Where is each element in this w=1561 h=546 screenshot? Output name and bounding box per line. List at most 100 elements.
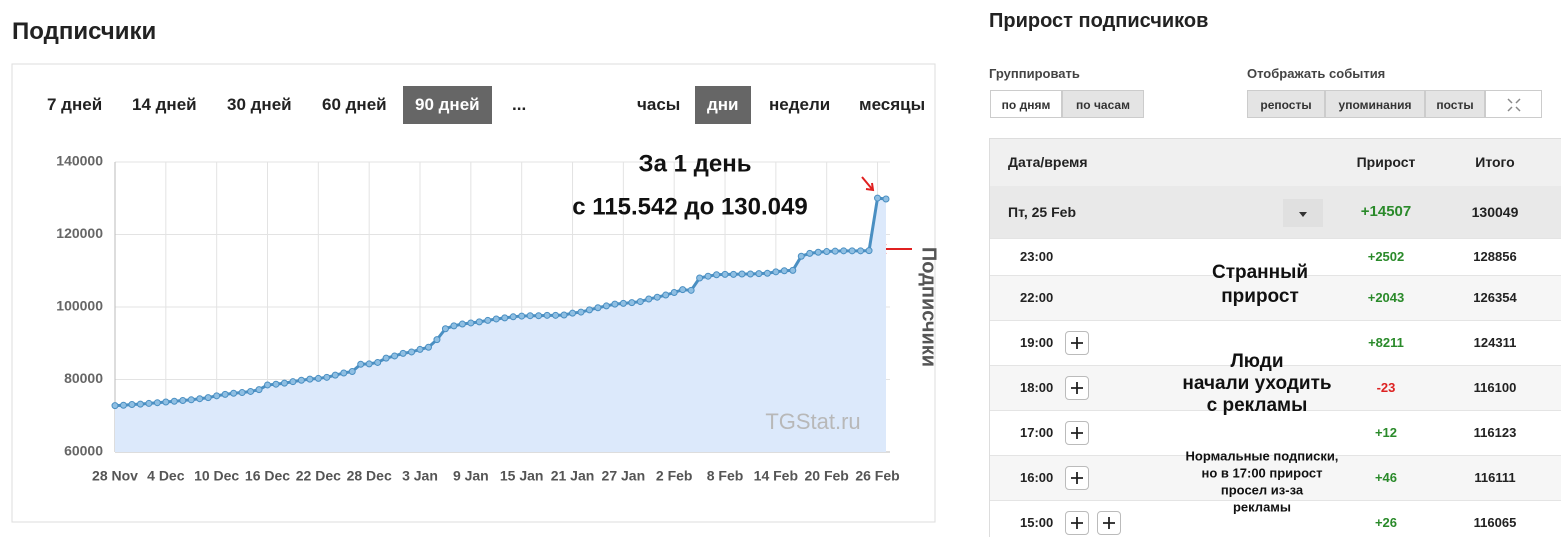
- expand-button[interactable]: [1065, 465, 1089, 490]
- point: [797, 252, 805, 260]
- expand-button[interactable]: [1065, 510, 1089, 535]
- row-delta: +46: [1374, 469, 1398, 485]
- point: [628, 299, 636, 307]
- point: [535, 312, 543, 320]
- point: [806, 249, 814, 257]
- x-tick-label: 2 Feb: [656, 468, 693, 484]
- point: [348, 368, 356, 376]
- group-total: 130049: [1471, 204, 1519, 220]
- point: [713, 271, 721, 279]
- row-time: 15:00: [1020, 514, 1054, 530]
- point: [704, 272, 712, 280]
- x-tick-label: 20 Feb: [805, 468, 849, 484]
- point: [331, 371, 339, 379]
- row-time: 19:00: [1020, 334, 1054, 350]
- period-button[interactable]: 90 дней: [403, 86, 492, 124]
- point: [611, 300, 619, 308]
- annotation: с 115.542 до 130.049: [572, 193, 807, 220]
- point: [119, 401, 127, 409]
- y-tick-label: 80000: [64, 370, 103, 386]
- point: [594, 304, 602, 312]
- event-button[interactable]: посты: [1425, 90, 1485, 118]
- group-delta: +14507: [1360, 203, 1412, 220]
- point: [602, 302, 610, 310]
- granularity-button[interactable]: часы: [637, 95, 681, 114]
- point: [365, 360, 373, 368]
- point: [509, 313, 517, 321]
- point: [721, 270, 729, 278]
- granularity-button[interactable]: дни: [695, 86, 751, 124]
- period-button[interactable]: 60 дней: [322, 95, 387, 114]
- x-tick-label: 14 Feb: [754, 468, 798, 484]
- point: [458, 320, 466, 328]
- column-header: Дата/время: [1008, 154, 1088, 170]
- point: [696, 274, 704, 282]
- point: [729, 270, 737, 278]
- plus-icon: [1071, 336, 1083, 349]
- point: [569, 309, 577, 317]
- period-button[interactable]: 30 дней: [227, 95, 292, 114]
- point: [492, 315, 500, 323]
- table-row: [989, 238, 1561, 276]
- table-border: [989, 138, 990, 537]
- point: [238, 389, 246, 397]
- watermark: TGStat.ru: [765, 409, 860, 434]
- point: [653, 293, 661, 301]
- event-button[interactable]: упоминания: [1325, 90, 1425, 118]
- collapse-icon[interactable]: [1485, 90, 1542, 118]
- dropdown[interactable]: [1283, 199, 1323, 227]
- expand-button[interactable]: [1065, 375, 1089, 400]
- plus-icon: [1071, 381, 1083, 394]
- group-button[interactable]: по дням: [990, 90, 1062, 118]
- granularity-button[interactable]: месяцы: [859, 95, 926, 114]
- point: [874, 194, 882, 202]
- granularity-button[interactable]: недели: [769, 95, 831, 114]
- point: [619, 299, 627, 307]
- row-total: 116100: [1473, 379, 1517, 395]
- row-delta: +12: [1374, 424, 1398, 440]
- point: [526, 312, 534, 320]
- point: [196, 395, 204, 403]
- x-tick-label: 10 Dec: [194, 468, 239, 484]
- events-label: Отображать события: [1247, 66, 1386, 81]
- point: [450, 322, 458, 330]
- area: [115, 198, 886, 452]
- icon: [1299, 212, 1307, 217]
- x-tick-label: 21 Jan: [551, 468, 595, 484]
- point: [636, 298, 644, 306]
- row-total: 116123: [1473, 424, 1517, 440]
- point: [738, 270, 746, 278]
- point: [221, 390, 229, 398]
- column-header: Прирост: [1356, 154, 1416, 170]
- x-tick-label: 26 Feb: [855, 468, 899, 484]
- group-button[interactable]: по часам: [1062, 90, 1144, 118]
- period-button[interactable]: 14 дней: [132, 95, 197, 114]
- point: [763, 269, 771, 277]
- arrow: [861, 176, 875, 192]
- expand-button[interactable]: [1065, 330, 1089, 355]
- point: [865, 247, 873, 255]
- x-tick-label: 8 Feb: [707, 468, 744, 484]
- point: [662, 291, 670, 299]
- expand-button[interactable]: [1065, 420, 1089, 445]
- point: [746, 270, 754, 278]
- point: [645, 295, 653, 303]
- period-button[interactable]: ...: [512, 95, 527, 114]
- point: [475, 318, 483, 326]
- event-button[interactable]: репосты: [1247, 90, 1325, 118]
- row-total: 126354: [1473, 289, 1517, 305]
- expand-button[interactable]: [1097, 510, 1121, 535]
- column-header: Итого: [1475, 154, 1515, 170]
- point: [484, 316, 492, 324]
- row-delta: +2043: [1367, 289, 1405, 305]
- table-header: [989, 138, 1561, 187]
- period-button[interactable]: 7 дней: [47, 95, 103, 114]
- group-row[interactable]: [989, 186, 1561, 238]
- row-delta: -23: [1376, 379, 1396, 395]
- point: [780, 267, 788, 275]
- point: [543, 311, 551, 319]
- plus-icon: [1071, 471, 1083, 484]
- x-tick-label: 4 Dec: [147, 468, 185, 484]
- point: [755, 270, 763, 278]
- panel-title: Прирост подписчиков: [989, 10, 1209, 32]
